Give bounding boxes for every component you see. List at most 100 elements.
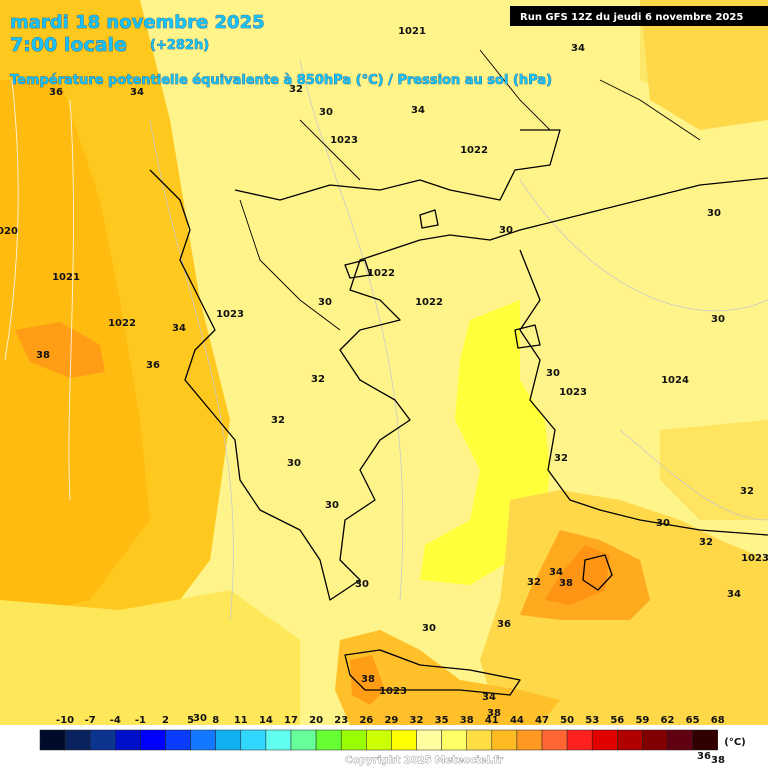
contour-label: 36 xyxy=(49,87,63,98)
contour-label: 34 xyxy=(727,589,741,600)
contour-label: 34 xyxy=(411,105,425,116)
contour-label: 38 xyxy=(711,755,725,766)
contour-label: 34 xyxy=(130,87,144,98)
contour-label: 30 xyxy=(193,713,207,724)
colorbar-swatch xyxy=(265,729,292,751)
colorbar-tick: 29 xyxy=(384,715,398,726)
field-west-hot xyxy=(15,322,105,378)
contour-label: 38 xyxy=(559,578,573,589)
colorbar-swatch xyxy=(416,729,442,751)
colorbar-tick: -10 xyxy=(56,715,74,726)
contour-label: 1022 xyxy=(460,145,488,156)
map-labels: 1021 34 34 32 36 30 34 1023 1022 30 30 1022 30 1022 10… xyxy=(0,26,768,766)
colorbar-tick: 65 xyxy=(686,715,700,726)
isobar xyxy=(68,99,74,501)
run-box xyxy=(510,6,768,26)
colorbar-tick: 32 xyxy=(410,715,424,726)
field-crete-hot xyxy=(350,655,385,705)
contour-label: 30 xyxy=(318,297,332,308)
contour-label: 32 xyxy=(289,84,303,95)
colorbar-tick: 8 xyxy=(212,715,219,726)
colorbar-tick: 11 xyxy=(234,715,248,726)
contour-label: 32 xyxy=(311,374,325,385)
field-ne xyxy=(640,0,768,130)
colorbar-tick: 26 xyxy=(359,715,373,726)
colorbar: -10 -7 -4 -1 2 5 8 11 14 17 20 23 26 29 32 35 38 41 44 47 50… xyxy=(39,715,725,751)
colorbar-tick: 47 xyxy=(535,715,549,726)
contour-label: 38 xyxy=(36,350,50,361)
contour-label: 1023 xyxy=(741,553,768,564)
crete xyxy=(344,649,521,696)
colorbar-tick: 35 xyxy=(435,715,449,726)
contour-label: 32 xyxy=(527,577,541,588)
contour-label: 1021 xyxy=(398,26,426,37)
colorbar-tick: 5 xyxy=(187,715,194,726)
colorbar-tick: 59 xyxy=(635,715,649,726)
field-rhodes-hot xyxy=(545,545,610,605)
colorbar-swatch xyxy=(491,729,518,751)
colorbar-swatch xyxy=(617,729,643,751)
colorbar-swatch xyxy=(366,729,392,751)
colorbar-tick: 62 xyxy=(661,715,675,726)
colorbar-tick: 56 xyxy=(610,715,624,726)
colorbar-swatch xyxy=(391,729,417,751)
colorbar-swatch xyxy=(140,729,166,751)
coastline xyxy=(149,169,768,601)
colorbar-swatch xyxy=(541,729,568,751)
contour-label: 30 xyxy=(287,458,301,469)
colorbar-swatch xyxy=(591,729,618,751)
colorbar-swatch xyxy=(165,729,191,751)
colorbar-swatch xyxy=(566,729,593,751)
colorbar-swatch xyxy=(89,729,116,751)
contour-label: 30 xyxy=(319,107,333,118)
contour-label: 38 xyxy=(487,708,501,719)
colorbar-tick: 17 xyxy=(284,715,298,726)
contour-label: 38 xyxy=(361,674,375,685)
colorbar-swatch xyxy=(466,729,493,751)
colorbar-swatch xyxy=(692,729,718,751)
colorbar-swatch xyxy=(315,729,342,751)
isobar xyxy=(4,79,19,361)
contour-label: 30 xyxy=(499,225,513,236)
contour-label: 30 xyxy=(546,368,560,379)
contour-label: 36 xyxy=(497,619,511,630)
contour-label: 1023 xyxy=(330,135,358,146)
colorbar-swatch xyxy=(441,729,467,751)
colorbar-swatch xyxy=(667,729,693,751)
border xyxy=(239,49,701,331)
coastline xyxy=(519,249,768,536)
isotherm xyxy=(299,59,404,601)
contour-label: 30 xyxy=(355,579,369,590)
colorbar-unit: (°C) xyxy=(724,737,745,748)
contour-label: 1022 xyxy=(367,268,395,279)
contour-label: 32 xyxy=(554,453,568,464)
contour-label: 30 xyxy=(325,500,339,511)
colorbar-swatch xyxy=(240,729,267,751)
colorbar-tick: 23 xyxy=(334,715,348,726)
contour-label: 1023 xyxy=(559,387,587,398)
isotherm xyxy=(149,119,234,621)
contour-label: 32 xyxy=(699,537,713,548)
contour-label: 32 xyxy=(271,415,285,426)
colorbar-tick: 53 xyxy=(585,715,599,726)
colorbar-tick: -7 xyxy=(85,715,96,726)
colorbar-tick: 68 xyxy=(711,715,725,726)
contour-label: 34 xyxy=(549,567,563,578)
contour-label: 32 xyxy=(740,486,754,497)
colorbar-tick: 14 xyxy=(259,715,273,726)
contour-label: 30 xyxy=(711,314,725,325)
colorbar-swatch xyxy=(290,729,317,751)
colorbar-tick: 41 xyxy=(485,715,499,726)
coastline xyxy=(234,129,561,201)
colorbar-tick: -4 xyxy=(110,715,121,726)
subtitle: Température potentielle équivalente à 85… xyxy=(10,73,552,88)
contour-label: 36 xyxy=(146,360,160,371)
colorbar-tick: 44 xyxy=(510,715,524,726)
contour-label: 36 xyxy=(697,751,711,762)
date: mardi 18 novembre 2025 xyxy=(10,12,265,33)
time: 7:00 locale xyxy=(10,34,127,56)
contour-label: 1024 xyxy=(661,375,689,386)
colorbar-swatch xyxy=(215,729,242,751)
colorbar-swatch xyxy=(115,729,141,751)
